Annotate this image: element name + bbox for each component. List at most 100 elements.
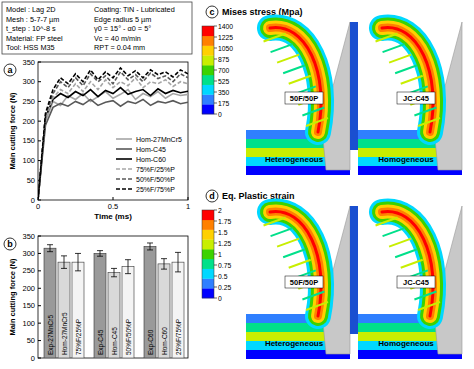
colorbar-tick-label: 175 <box>218 100 230 107</box>
y-tick-label: 50 <box>27 336 35 345</box>
chip-segment <box>395 249 417 257</box>
y-tick <box>38 270 41 271</box>
parameter: Mesh : 5-7-7 µm <box>6 15 59 24</box>
colorbar-tick <box>214 70 217 71</box>
parameter: Edge radius 5 µm <box>94 15 151 24</box>
colorbar-swatch <box>202 55 214 65</box>
bar <box>44 248 56 358</box>
chip-segment <box>418 118 440 126</box>
error-cap <box>125 259 131 260</box>
legend-label: 25%F/75%P <box>136 186 175 193</box>
chip-layer <box>270 212 321 316</box>
chip-segment <box>414 291 436 299</box>
chip-segment <box>283 249 305 257</box>
label-box <box>397 92 435 104</box>
y-tick <box>38 160 41 161</box>
legend-swatch <box>116 158 132 160</box>
error-bar <box>147 243 153 250</box>
panel-label: d <box>209 191 215 201</box>
chip-layer <box>270 212 321 316</box>
plot-frame <box>38 62 188 200</box>
error-bar <box>47 245 53 252</box>
chip-segment <box>264 218 286 226</box>
colorbar-tick <box>214 210 217 211</box>
legend-swatch <box>116 148 132 150</box>
colorbar-tick-label: 0 <box>218 295 222 302</box>
x-tick-label: 1 <box>186 202 190 211</box>
y-tick <box>38 305 41 306</box>
colorbar-tick <box>214 26 217 27</box>
legend-label: Hom-27MnCr5 <box>136 136 182 143</box>
colorbar-swatch <box>202 75 214 85</box>
y-tick <box>38 81 41 82</box>
bar <box>72 262 84 358</box>
y-tick <box>38 288 41 289</box>
label-box <box>285 276 323 288</box>
panel-label: c <box>209 7 214 17</box>
error-cap <box>61 255 67 256</box>
chip-segment <box>277 239 299 247</box>
simulation: JC-C45Homogeneous <box>358 22 462 175</box>
series-line <box>38 72 188 200</box>
colorbar-swatch <box>202 46 214 56</box>
y-tick-label: 200 <box>22 117 35 126</box>
simulation-label: 50F/50P <box>290 278 318 287</box>
colorbar-swatch <box>202 288 214 298</box>
parameter: RPT = 0.04 mm <box>94 43 145 52</box>
colorbar-tick <box>214 232 217 233</box>
series-line <box>38 68 188 200</box>
category-label: 50%F/50%P <box>125 319 132 355</box>
colorbar-swatch <box>202 26 214 36</box>
y-tick <box>38 340 41 341</box>
colorbar-swatch <box>202 94 214 104</box>
tool-edge <box>350 206 358 334</box>
colorbar-tick-label: 0 <box>218 111 222 118</box>
error-stem <box>150 243 151 250</box>
error-bar <box>61 256 67 269</box>
error-cap <box>147 242 153 243</box>
bar <box>58 262 70 358</box>
colorbar-tick <box>214 265 217 266</box>
chip-segment <box>271 44 293 52</box>
colorbar-tick-label: 1.5 <box>218 229 228 236</box>
y-tick <box>38 253 41 254</box>
y-tick-label: 350 <box>22 232 35 241</box>
simulation-caption: Homogeneous <box>378 339 434 348</box>
panel-label: b <box>7 239 13 249</box>
bar <box>94 253 106 358</box>
legend-swatch <box>116 168 132 170</box>
error-cap <box>111 276 117 277</box>
chip-layer <box>382 212 433 316</box>
colorbar-tick <box>214 221 217 222</box>
error-cap <box>75 270 81 271</box>
tool-edge <box>350 22 358 150</box>
simulation-caption: Heterogeneous <box>265 339 324 348</box>
parameter: Material: FP steel <box>6 34 63 43</box>
panel-title: Mises stress (Mpa) <box>222 7 303 17</box>
chip-segment <box>389 55 411 63</box>
colorbar-swatch <box>202 210 214 220</box>
x-tick <box>113 197 114 200</box>
error-cap <box>161 258 167 259</box>
colorbar-tick-label: 1.25 <box>218 240 231 247</box>
colorbar-tick-label: 875 <box>218 56 230 63</box>
chip-segment <box>418 302 440 310</box>
legend-swatch <box>116 178 132 180</box>
colorbar-tick-label: 1225 <box>218 34 233 41</box>
colorbar-tick-label: 0.5 <box>218 273 228 280</box>
chip-layer <box>270 28 321 132</box>
chip-segment <box>277 55 299 63</box>
error-cap <box>175 271 181 272</box>
y-tick-label: 0 <box>31 354 35 363</box>
colorbar-frame <box>202 26 214 114</box>
parameter: t_step : 10^-8 s <box>6 24 56 33</box>
y-axis-title: Main cutting force (N) <box>8 92 17 170</box>
category-label: Hom-27MnCr5 <box>61 312 68 355</box>
parameter: γ0 = 15° - α0 = 5° <box>94 24 151 33</box>
lines <box>38 68 188 200</box>
bar <box>122 267 134 358</box>
bars <box>44 243 184 358</box>
simulation-caption: Homogeneous <box>378 155 434 164</box>
legend: Hom-27MnCr5Hom-C45Hom-C6075%F/25%P50%F/5… <box>116 136 182 193</box>
simulation: 50F/50P Heterogeneous <box>246 206 358 359</box>
